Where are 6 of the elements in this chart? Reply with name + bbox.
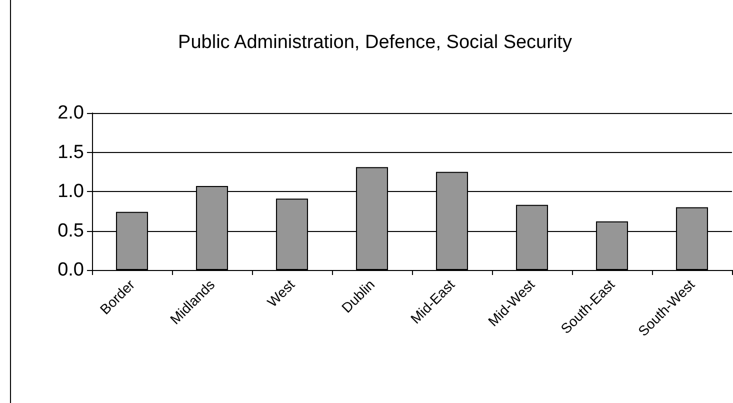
y-tick-label: 1.0 (58, 181, 84, 202)
y-tick-label: 0.0 (58, 260, 84, 280)
y-tick-label: 2.0 (58, 102, 84, 124)
y-tick-label: 0.5 (58, 220, 84, 242)
y-tick-label: 1.5 (58, 142, 84, 163)
chart-title: Public Administration, Defence, Social Security (178, 32, 572, 53)
